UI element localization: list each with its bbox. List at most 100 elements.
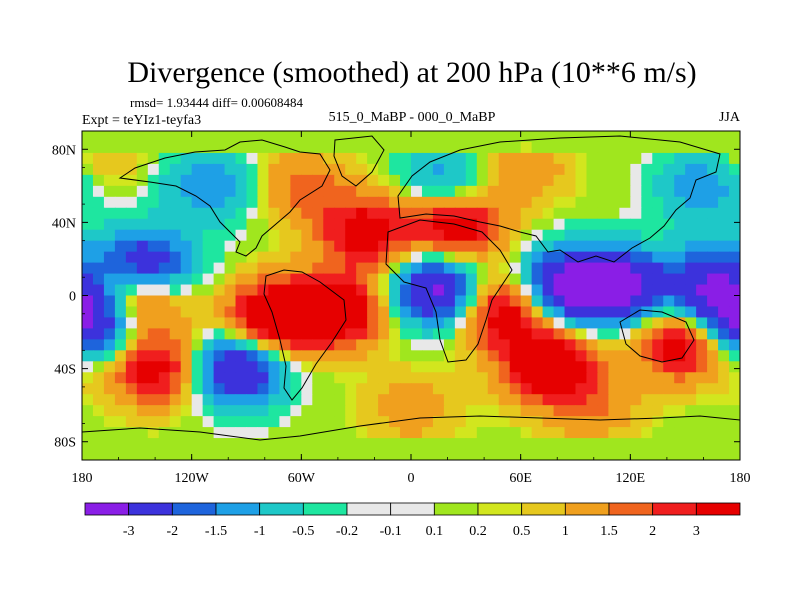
heatmap-cell	[389, 152, 401, 165]
heatmap-cell	[696, 284, 708, 297]
heatmap-cell	[114, 383, 127, 395]
heatmap-cell	[400, 251, 412, 264]
eurasia-outline	[397, 135, 721, 263]
heatmap-cell	[169, 207, 182, 220]
heatmap-cell	[696, 339, 708, 351]
heatmap-cell	[114, 372, 127, 384]
heatmap-cell	[454, 350, 467, 362]
heatmap-cell	[542, 251, 555, 264]
heatmap-cell	[729, 174, 740, 187]
heatmap-cell	[542, 218, 555, 231]
heatmap-cell	[235, 240, 248, 253]
heatmap-cell	[367, 328, 379, 340]
heatmap-cell	[103, 218, 116, 231]
heatmap-cell	[411, 262, 423, 275]
heatmap-cell	[432, 383, 445, 395]
heatmap-cell	[312, 394, 324, 406]
heatmap-cell	[663, 163, 675, 176]
heatmap-cell	[389, 207, 401, 220]
heatmap-cell	[597, 427, 609, 439]
heatmap-cell	[630, 273, 642, 286]
heatmap-cell	[400, 163, 412, 176]
heatmap-cell	[356, 317, 368, 329]
colorbar-label: 1	[562, 524, 569, 539]
heatmap-cell	[520, 416, 533, 428]
heatmap-cell	[158, 306, 171, 319]
heatmap-cell	[411, 207, 423, 220]
heatmap-cell	[345, 295, 357, 308]
heatmap-cell	[663, 317, 675, 329]
heatmap-cell	[235, 196, 248, 209]
colorbar-label: -1.5	[205, 524, 227, 539]
heatmap-cell	[542, 372, 555, 384]
heatmap-cell	[136, 306, 149, 319]
heatmap-cell	[674, 405, 686, 417]
heatmap-cell	[268, 339, 280, 351]
heatmap-cell	[312, 251, 324, 264]
heatmap-cell	[356, 416, 368, 428]
heatmap-cell	[213, 427, 226, 439]
heatmap-cell	[608, 427, 620, 439]
heatmap-cell	[323, 240, 335, 253]
heatmap-cell	[125, 438, 138, 450]
heatmap-cell	[147, 350, 160, 362]
heatmap-cell	[597, 438, 609, 450]
heatmap-cell	[630, 152, 642, 165]
heatmap-cell	[718, 317, 730, 329]
heatmap-cell	[257, 284, 270, 297]
heatmap-cell	[411, 394, 423, 406]
heatmap-cell	[454, 317, 467, 329]
heatmap-cell	[191, 207, 204, 220]
right-subtitle: JJA	[719, 110, 741, 125]
heatmap-cell	[586, 394, 599, 406]
heatmap-cell	[136, 394, 149, 406]
heatmap-cell	[82, 295, 94, 308]
heatmap-cell	[531, 152, 544, 165]
heatmap-cell	[411, 449, 423, 460]
heatmap-cell	[180, 152, 193, 165]
heatmap-cell	[729, 427, 740, 439]
heatmap-cell	[641, 207, 653, 220]
heatmap-cell	[345, 328, 357, 340]
heatmap-cell	[378, 131, 390, 143]
heatmap-cell	[597, 372, 609, 384]
heatmap-cell	[498, 416, 511, 428]
heatmap-cell	[421, 152, 434, 165]
heatmap-cell	[82, 131, 94, 143]
heatmap-cell	[334, 416, 346, 428]
heatmap-cell	[334, 251, 346, 264]
heatmap-cell	[454, 163, 467, 176]
heatmap-cell	[400, 328, 412, 340]
heatmap-cell	[114, 174, 127, 187]
heatmap-cell	[641, 141, 653, 154]
heatmap-cell	[213, 350, 226, 362]
heatmap-cell	[608, 141, 620, 154]
heatmap-cell	[674, 141, 686, 154]
heatmap-cell	[487, 328, 500, 340]
heatmap-cell	[400, 317, 412, 329]
heatmap-cell	[169, 416, 182, 428]
heatmap-cell	[202, 273, 215, 286]
heatmap-cell	[531, 339, 544, 351]
heatmap-cell	[465, 229, 478, 242]
heatmap-cell	[707, 218, 719, 231]
heatmap-cell	[356, 306, 368, 319]
heatmap-cell	[312, 405, 324, 417]
heatmap-cell	[586, 449, 599, 460]
colorbar-label: 3	[693, 524, 700, 539]
heatmap-cell	[597, 361, 609, 373]
heatmap-cell	[180, 405, 193, 417]
heatmap-cell	[674, 394, 686, 406]
heatmap-cell	[476, 383, 489, 395]
heatmap-cell	[224, 372, 237, 384]
heatmap-cell	[498, 427, 511, 439]
heatmap-cell	[92, 262, 105, 275]
heatmap-cell	[114, 273, 127, 286]
heatmap-cell	[542, 152, 555, 165]
heatmap-cell	[564, 229, 577, 242]
heatmap-cell	[389, 350, 401, 362]
heatmap-cell	[136, 273, 149, 286]
heatmap-cell	[136, 295, 149, 308]
heatmap-cell	[268, 196, 280, 209]
heatmap-cell	[378, 405, 390, 417]
